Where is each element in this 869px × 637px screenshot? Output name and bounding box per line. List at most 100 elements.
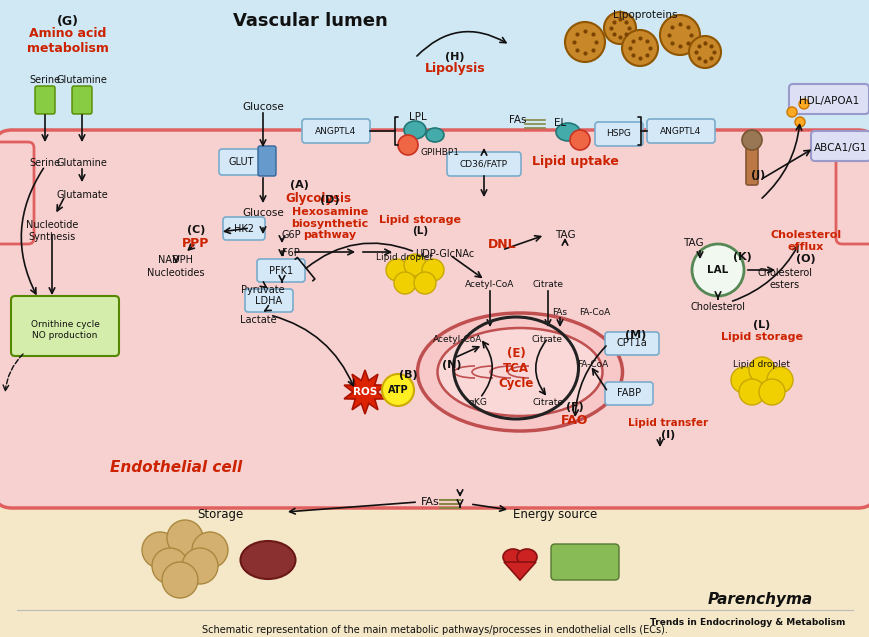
Circle shape (798, 99, 808, 109)
Text: Lipolysis: Lipolysis (424, 62, 485, 75)
Text: (A): (A) (289, 180, 308, 190)
Ellipse shape (516, 549, 536, 565)
FancyBboxPatch shape (810, 131, 869, 161)
Circle shape (738, 379, 764, 405)
Text: (I): (I) (660, 430, 674, 440)
Text: (L): (L) (753, 320, 770, 330)
Text: FABP: FABP (616, 389, 640, 399)
Circle shape (660, 15, 700, 55)
Text: Glucose: Glucose (242, 208, 283, 218)
Text: F6P: F6P (282, 248, 300, 258)
Circle shape (691, 244, 743, 296)
Text: GPIHBP1: GPIHBP1 (420, 148, 459, 157)
Text: FAs: FAs (552, 308, 567, 317)
Circle shape (381, 374, 414, 406)
Circle shape (397, 135, 417, 155)
FancyBboxPatch shape (447, 152, 521, 176)
Bar (0, 490, 869, 637)
Text: (J): (J) (750, 170, 764, 180)
Text: EL: EL (554, 118, 566, 128)
Text: Glutamate: Glutamate (56, 190, 108, 200)
Text: LAL: LAL (706, 265, 728, 275)
Circle shape (414, 272, 435, 294)
Text: TAG: TAG (682, 238, 702, 248)
Text: Trends in Endocrinology & Metabolism: Trends in Endocrinology & Metabolism (649, 618, 844, 627)
Ellipse shape (426, 128, 443, 142)
Text: Lipid droplet: Lipid droplet (733, 360, 790, 369)
Circle shape (192, 532, 228, 568)
Text: αKG: αKG (468, 398, 487, 407)
Polygon shape (503, 562, 535, 580)
Text: (K): (K) (732, 252, 751, 262)
Circle shape (403, 254, 426, 276)
Text: Lipid storage: Lipid storage (720, 332, 802, 342)
Circle shape (794, 117, 804, 127)
Text: NADPH: NADPH (158, 255, 193, 265)
Text: Citrate: Citrate (531, 335, 562, 344)
FancyBboxPatch shape (256, 259, 305, 282)
Text: Lipid transfer: Lipid transfer (627, 418, 707, 428)
Circle shape (748, 357, 774, 383)
Text: Lipoproteins: Lipoproteins (612, 10, 676, 20)
Ellipse shape (502, 549, 522, 565)
FancyBboxPatch shape (835, 142, 869, 244)
FancyBboxPatch shape (11, 296, 119, 356)
Text: Nucleotide
Synthesis: Nucleotide Synthesis (26, 220, 78, 241)
Text: Glycolysis: Glycolysis (285, 192, 350, 205)
Circle shape (688, 36, 720, 68)
FancyBboxPatch shape (258, 146, 275, 176)
Circle shape (758, 379, 784, 405)
FancyBboxPatch shape (302, 119, 369, 143)
Text: LPL: LPL (408, 112, 427, 122)
Text: FA-CoA: FA-CoA (577, 360, 608, 369)
Text: FAs: FAs (420, 497, 439, 507)
Text: (N): (N) (441, 360, 461, 370)
Text: Endothelial cell: Endothelial cell (109, 460, 242, 475)
Text: GLUT: GLUT (228, 157, 254, 167)
Text: Energy source: Energy source (513, 508, 596, 521)
Text: ATP: ATP (388, 385, 408, 395)
Text: Glutamine: Glutamine (56, 75, 107, 85)
Text: DNL: DNL (488, 238, 515, 251)
Text: FAO: FAO (561, 414, 588, 427)
Text: Serine: Serine (30, 75, 61, 85)
Bar (0, 0, 869, 185)
Text: Pyruvate: Pyruvate (241, 285, 284, 295)
FancyBboxPatch shape (219, 149, 262, 175)
Circle shape (569, 130, 589, 150)
Text: UDP-GlcNAc: UDP-GlcNAc (415, 249, 474, 259)
Circle shape (621, 30, 657, 66)
Text: ABCA1/G1: ABCA1/G1 (813, 143, 866, 153)
Text: (H): (H) (445, 52, 464, 62)
Text: (F): (F) (566, 402, 583, 412)
Text: Lipid uptake: Lipid uptake (531, 155, 618, 168)
Text: Nucleotides: Nucleotides (147, 268, 204, 278)
Text: Storage: Storage (196, 508, 242, 521)
Text: Parenchyma: Parenchyma (706, 592, 812, 607)
Text: Lipid droplet: Lipid droplet (376, 253, 433, 262)
Text: CPT1a: CPT1a (616, 338, 647, 348)
Text: Ornithine cycle
NO production: Ornithine cycle NO production (30, 320, 99, 340)
Text: Cholesterol
esters: Cholesterol esters (757, 268, 812, 290)
Text: (D): (D) (320, 195, 340, 205)
Ellipse shape (437, 328, 602, 416)
Ellipse shape (555, 123, 580, 141)
Text: Amino acid
metabolism: Amino acid metabolism (27, 27, 109, 55)
Text: Serine: Serine (30, 158, 61, 168)
Text: Schematic representation of the main metabolic pathways/processes in endothelial: Schematic representation of the main met… (202, 625, 667, 635)
FancyBboxPatch shape (604, 332, 658, 355)
Text: Acetyl-CoA: Acetyl-CoA (432, 335, 481, 344)
Text: TAG: TAG (554, 230, 574, 240)
FancyBboxPatch shape (604, 382, 653, 405)
Text: Acetyl-CoA: Acetyl-CoA (465, 280, 514, 289)
FancyBboxPatch shape (647, 119, 714, 143)
FancyBboxPatch shape (72, 86, 92, 114)
Ellipse shape (403, 121, 426, 139)
Circle shape (167, 520, 202, 556)
Polygon shape (343, 370, 386, 414)
FancyBboxPatch shape (0, 130, 869, 508)
Text: Citrate: Citrate (532, 398, 563, 407)
Text: FAs: FAs (508, 115, 526, 125)
Text: LDHA: LDHA (255, 296, 282, 306)
Text: Hexosamine
biosynthetic
pathway: Hexosamine biosynthetic pathway (291, 207, 368, 240)
